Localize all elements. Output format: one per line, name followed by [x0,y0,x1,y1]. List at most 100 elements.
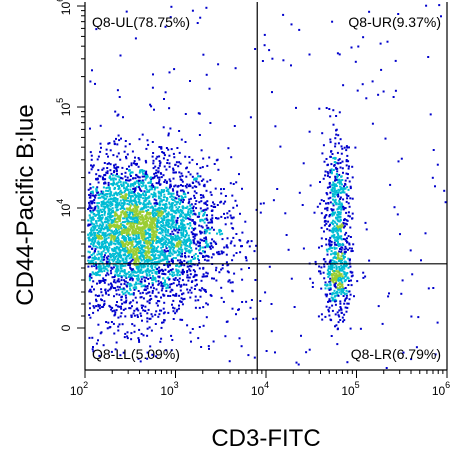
event-dot [326,253,329,256]
event-dot [339,267,342,270]
event-dot [107,219,110,222]
event-dot [136,224,139,227]
event-dot [131,293,134,296]
event-dot [351,165,354,168]
event-dot [106,226,109,229]
event-dot [123,186,126,189]
event-dot [135,194,138,197]
event-dot [203,239,206,242]
event-dot [87,223,90,226]
event-dot [144,231,147,234]
event-dot [90,227,93,230]
event-dot [104,244,107,247]
event-dot [125,215,128,218]
event-dot [138,328,141,331]
event-dot [341,191,344,194]
event-dot [344,187,347,190]
event-dot [178,265,181,268]
event-dot [116,246,119,249]
event-dot [159,214,162,217]
event-dot [205,217,208,220]
event-dot [330,319,333,322]
event-dot [92,242,95,245]
event-dot [124,315,127,318]
event-dot [158,146,161,148]
event-dot [162,243,164,246]
event-dot [144,214,147,217]
event-dot [338,53,341,56]
event-dot [146,285,149,287]
event-dot [169,251,172,253]
event-dot [152,212,155,215]
event-dot [117,217,120,220]
event-dot [127,254,130,257]
event-dot [385,367,388,369]
event-dot [120,207,123,209]
event-dot [94,196,97,199]
event-dot [137,234,140,236]
event-dot [347,214,350,217]
event-dot [333,186,336,189]
event-dot [151,269,154,272]
event-dot [107,222,110,225]
event-dot [128,233,131,236]
event-dot [151,272,154,275]
event-dot [209,191,212,194]
event-dot [90,158,93,161]
event-dot [179,226,182,229]
event-dot [135,180,138,183]
event-dot [188,245,191,248]
event-dot [197,215,200,218]
event-dot [88,171,91,174]
event-dot [122,184,125,186]
event-dot [141,218,144,221]
event-dot [131,244,134,247]
event-dot [169,247,172,250]
event-dot [95,220,97,223]
event-dot [112,219,115,222]
event-dot [206,272,209,275]
event-dot [183,270,185,273]
event-dot [112,198,115,201]
event-dot [338,288,341,291]
event-dot [118,193,121,196]
event-dot [181,318,184,321]
event-dot [182,226,185,229]
event-dot [220,268,223,271]
event-dot [91,240,94,243]
event-dot [154,230,157,233]
event-dot [205,240,208,243]
event-dot [97,181,100,184]
event-dot [161,285,164,288]
event-dot [191,9,194,12]
event-dot [343,273,346,276]
event-dot [211,238,214,241]
event-dot [429,113,432,116]
event-dot [160,252,163,255]
event-dot [141,215,143,218]
event-dot [90,217,93,220]
event-dot [181,241,184,244]
event-dot [95,173,98,176]
event-dot [139,215,142,218]
event-dot [125,199,127,202]
event-dot [202,246,204,249]
event-dot [130,220,133,223]
event-dot [241,231,244,234]
event-dot [334,227,336,230]
event-dot [167,132,170,135]
event-dot [420,259,422,262]
event-dot [100,201,103,203]
event-dot [198,183,201,186]
event-dot [339,307,342,310]
event-dot [174,200,177,203]
event-dot [138,256,141,259]
event-dot [152,238,155,241]
event-dot [120,202,123,205]
event-dot [112,182,115,185]
event-dot [118,259,121,262]
event-dot [137,282,140,285]
event-dot [170,185,172,188]
event-dot [103,208,106,211]
event-dot [394,89,397,92]
